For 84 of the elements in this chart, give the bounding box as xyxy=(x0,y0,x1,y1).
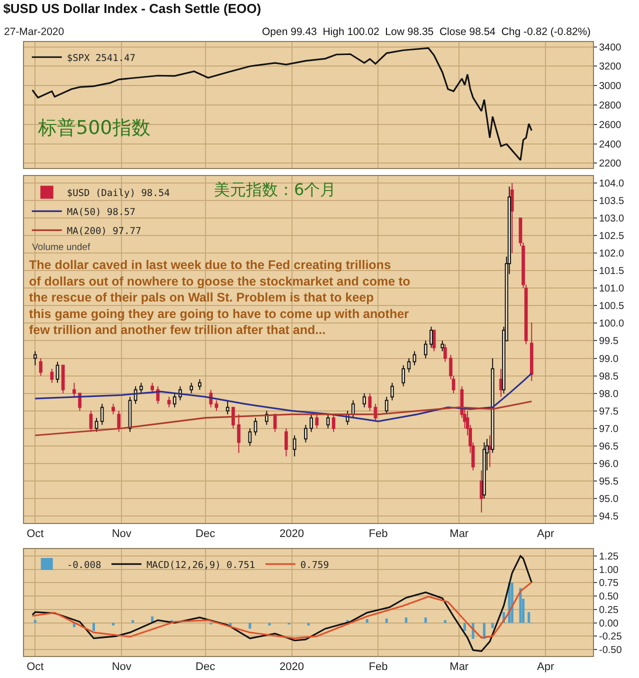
legend-label: MACD(12,26,9) 0.751 xyxy=(146,560,256,571)
x-tick-label: Mar xyxy=(450,528,469,540)
y-tick-label: 95.5 xyxy=(599,476,619,488)
x-tick-label: Nov xyxy=(112,661,132,674)
y-tick-label: 103.0 xyxy=(599,214,624,225)
bar xyxy=(248,622,252,629)
line-series xyxy=(32,581,532,640)
y-tick-label: 100.5 xyxy=(599,301,624,312)
bar xyxy=(424,617,427,623)
y-tick-label: 96.0 xyxy=(599,458,619,470)
bar xyxy=(366,619,368,623)
legend-label: 0.759 xyxy=(300,560,330,571)
y-tick-label: 102.5 xyxy=(599,231,624,242)
y-tick-label: 102.0 xyxy=(599,248,624,260)
y-tick-label: 0.50 xyxy=(599,592,619,603)
y-tick-label: 99.5 xyxy=(599,336,619,348)
bar xyxy=(491,622,494,628)
x-tick-label: 2020 xyxy=(280,528,304,540)
annotation: 标普500指数 xyxy=(37,117,150,139)
x-tick-label: Apr xyxy=(537,528,554,540)
y-tick-label: 99.0 xyxy=(599,354,619,365)
bar xyxy=(510,582,514,623)
bar xyxy=(528,612,530,623)
x-tick-label: Feb xyxy=(368,528,388,540)
y-tick-label: 101.0 xyxy=(599,284,624,295)
y-tick-label: 98.5 xyxy=(599,371,619,382)
y-tick-label: 95.0 xyxy=(599,494,619,505)
y-tick-label: 104.0 xyxy=(599,178,624,190)
bar xyxy=(385,618,388,623)
y-tick-label: 0.25 xyxy=(599,604,619,616)
line-series xyxy=(32,47,532,161)
x-tick-label: Mar xyxy=(450,661,469,674)
y-tick-label: 103.5 xyxy=(599,196,624,208)
x-tick-label: Dec xyxy=(196,661,216,674)
line-series xyxy=(32,555,532,652)
text: Open 99.43 High 100.02 Low 98.35 Close 98.54 Chg -0.82 (-0.82%) xyxy=(262,26,591,38)
x-tick-label: Apr xyxy=(537,661,554,674)
bar xyxy=(132,620,134,623)
y-tick-label: 2200 xyxy=(599,158,622,170)
bar xyxy=(92,622,95,631)
y-tick-label: 1.25 xyxy=(599,551,619,562)
y-tick-label: 94.5 xyxy=(599,511,619,522)
chart-title: $USD US Dollar Index - Cash Settle (EOO) xyxy=(3,1,262,16)
legend-label: -0.008 xyxy=(66,560,102,571)
y-tick-label: 2400 xyxy=(599,139,622,150)
y-tick-label: 3400 xyxy=(599,42,622,54)
bar xyxy=(463,622,466,631)
annotation: Volume undef xyxy=(32,242,90,253)
y-tick-label: 3000 xyxy=(599,81,622,92)
y-tick-label: 100.0 xyxy=(599,318,624,330)
y-tick-label: -0.25 xyxy=(599,632,622,643)
y-tick-label: 2800 xyxy=(599,100,622,112)
annotation: 美元指数：6个月 xyxy=(214,180,336,199)
x-tick-label: 2020 xyxy=(280,661,304,674)
chart-subtitle: 27-Mar-2020 xyxy=(4,26,64,38)
y-tick-label: 1.00 xyxy=(599,564,619,576)
y-tick-label: -0.50 xyxy=(599,645,622,656)
y-tick-label: 0.00 xyxy=(599,618,619,630)
x-tick-label: Oct xyxy=(26,661,44,674)
bar xyxy=(307,622,310,626)
x-tick-label: Dec xyxy=(196,528,216,540)
bar xyxy=(112,622,115,626)
line-series xyxy=(34,400,532,436)
bar xyxy=(444,620,446,623)
y-tick-label: 3200 xyxy=(599,62,622,73)
y-tick-label: 2600 xyxy=(599,120,622,131)
y-tick-label: 96.5 xyxy=(599,441,619,452)
bar xyxy=(268,622,271,626)
y-tick-label: 97.5 xyxy=(599,406,619,418)
bar xyxy=(519,588,522,623)
x-tick-label: Nov xyxy=(112,528,132,540)
legend-label: MA(200) 97.77 xyxy=(66,226,142,237)
y-tick-label: 98.0 xyxy=(599,388,619,400)
y-tick-label: 101.5 xyxy=(599,266,624,278)
bar xyxy=(404,617,408,623)
x-tick-label: Oct xyxy=(26,528,44,540)
annotation: The dollar caved in last week due to the Fed creating trillions of dollars out of nowhere to goose the stockmarket and come to the rescue of their pals on Wall St. Problem is that to keep this game going they are going to have to come up with another few trillion and another few trillion after that and... xyxy=(29,258,411,337)
legend-label: $SPX 2541.47 xyxy=(66,52,136,64)
legend-label: $USD (Daily) 98.54 xyxy=(66,188,170,199)
legend-label: MA(50) 98.57 xyxy=(66,206,136,218)
y-tick-label: 0.75 xyxy=(599,578,619,590)
x-tick-label: Feb xyxy=(368,661,388,674)
bar xyxy=(34,620,36,623)
y-tick-label: 97.0 xyxy=(599,424,619,435)
